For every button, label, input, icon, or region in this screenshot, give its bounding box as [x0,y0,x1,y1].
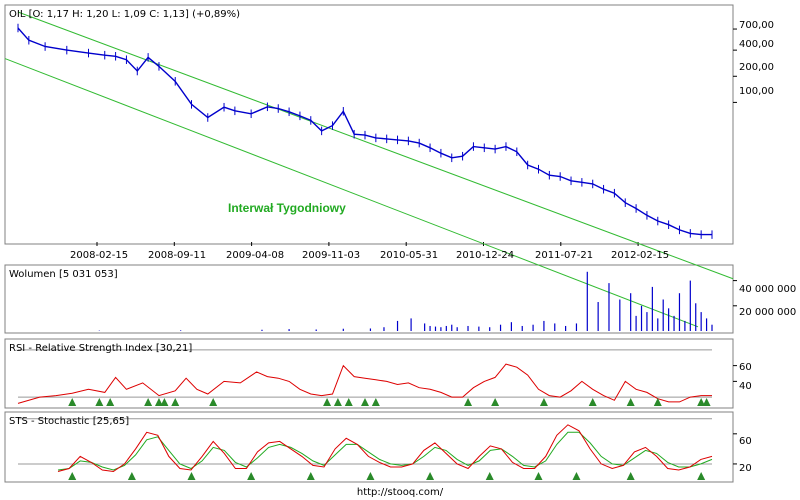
stochastic-signal-marker [187,472,196,480]
stochastic-signal-marker [697,472,706,480]
price-x-tick-label: 2010-05-31 [380,250,438,261]
rsi-line [17,363,712,404]
price-panel [4,11,737,328]
rsi-signal-marker [68,398,77,406]
rsi-signal-marker [491,398,500,406]
rsi-panel-frame [4,338,734,409]
stochastic-panel [18,418,737,480]
stochastic-signal-marker [127,472,136,480]
price-x-tick-label: 2008-09-11 [148,250,206,261]
rsi-signal-marker [361,398,369,406]
footer-url[interactable]: http://stooq.com/ [357,487,444,498]
rsi-signal-marker [171,398,180,406]
channel-upper-line [17,11,734,280]
price-panel-frame [4,4,734,245]
price-x-tick-label: 2011-07-21 [535,250,593,261]
stochastic-signal-marker [247,472,256,480]
rsi-signal-marker [209,398,218,406]
stochastic-signal-marker [366,472,375,480]
price-y-tick-label: 200,00 [739,62,774,73]
rsi-y-tick-label: 40 [739,381,752,392]
stochastic-y-tick-label: 20 [739,463,752,474]
stochastic-panel-frame [4,411,734,483]
volume-y-tick-label: 40 000 000 [739,284,796,295]
volume-panel [98,271,737,331]
rsi-signal-marker [539,398,548,406]
rsi-signal-marker [464,398,473,406]
rsi-signal-marker [160,398,169,406]
stochastic-signal-marker [426,472,435,480]
rsi-panel-title: RSI - Relative Strength Index [30,21] [9,343,192,354]
rsi-signal-marker [697,398,706,406]
rsi-signal-marker [626,398,635,406]
price-y-tick-label: 700,00 [739,20,774,31]
rsi-signal-marker [144,398,153,406]
volume-panel-title: Wolumen [5 031 053] [9,269,118,280]
stochastic-signal-marker [572,472,581,480]
stochastic-d-line [57,431,713,471]
stochastic-k-line [57,424,713,473]
stochastic-signal-marker [68,472,77,480]
rsi-signal-marker [344,398,353,406]
rsi-signal-marker [588,398,597,406]
rsi-signal-marker [106,398,115,406]
volume-panel-frame [4,264,734,334]
price-x-tick-label: 2008-02-15 [70,250,128,261]
price-x-tick-label: 2010-12-24 [456,250,514,261]
stochastic-panel-title: STS - Stochastic [25,65] [9,416,129,427]
price-y-tick-label: 400,00 [739,39,774,50]
price-x-tick-label: 2012-02-15 [611,250,669,261]
stochastic-signal-marker [306,472,315,480]
rsi-signal-marker [154,398,163,406]
interval-annotation: Interwał Tygodniowy [228,201,346,215]
price-y-tick-label: 100,00 [739,86,774,97]
stochastic-signal-marker [626,472,635,480]
rsi-signal-marker [371,398,380,406]
rsi-signal-marker [95,398,104,406]
rsi-signal-marker [323,398,332,406]
rsi-signal-marker [702,398,711,406]
stochastic-y-tick-label: 60 [739,436,752,447]
volume-y-tick-label: 20 000 000 [739,307,796,318]
rsi-panel [17,349,737,406]
stochastic-signal-marker [485,472,494,480]
rsi-signal-marker [333,398,342,406]
channel-lower-line [4,58,699,328]
stochastic-signal-marker [534,472,543,480]
price-x-tick-label: 2009-04-08 [226,250,284,261]
price-panel-title: OIL [O: 1,17 H: 1,20 L: 1,09 C: 1,13] (+… [9,9,240,20]
rsi-signal-marker [653,398,662,406]
price-x-tick-label: 2009-11-03 [302,250,360,261]
rsi-y-tick-label: 60 [739,362,752,373]
